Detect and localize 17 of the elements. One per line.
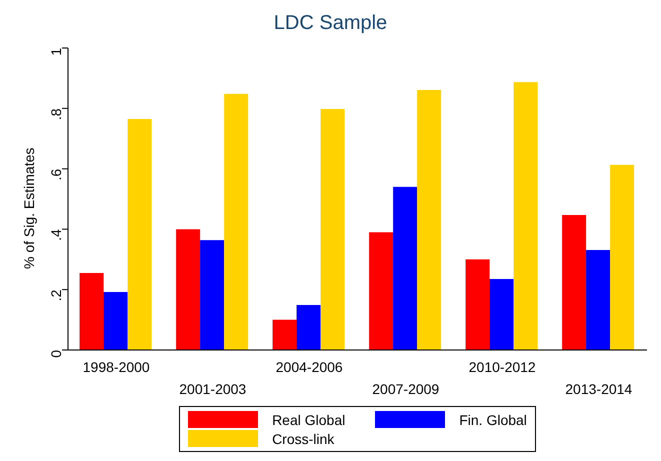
y-tick-label: 1 (48, 48, 64, 56)
legend-label: Fin. Global (459, 412, 527, 428)
y-axis-title: % of Sig. Estimates (20, 148, 37, 269)
chart-title: LDC Sample (272, 11, 388, 36)
y-tick-label: 0 (48, 350, 64, 358)
y-tick-label: .2 (48, 289, 64, 302)
y-tick-label: .6 (48, 168, 64, 180)
legend-label: Real Global (272, 412, 346, 428)
x-tick-label: 2010-2012 (468, 359, 536, 375)
x-tick-label: 2001-2003 (179, 381, 246, 397)
x-tick-label: 2013-2014 (565, 381, 632, 397)
legend-label: Cross-link (272, 430, 334, 446)
x-tick-label: 2004-2006 (276, 359, 343, 375)
x-tick-label: 2007-2009 (372, 381, 440, 397)
y-tick-label: .4 (48, 229, 64, 241)
x-tick-label: 1998-2000 (82, 359, 150, 375)
y-tick-label: .8 (48, 108, 64, 120)
